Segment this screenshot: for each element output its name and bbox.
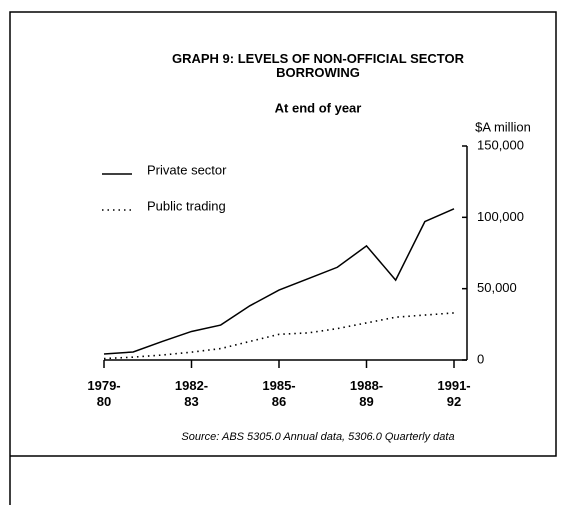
- y-tick-label: 50,000: [477, 280, 517, 295]
- legend-label: Public trading: [147, 198, 226, 213]
- source: Source: ABS 5305.0 Annual data, 5306.0 Q…: [181, 431, 454, 443]
- chart-subtitle: At end of year: [275, 100, 362, 115]
- y-tick-label: 100,000: [477, 209, 524, 224]
- x-tick-label: 1985-86: [262, 378, 296, 409]
- x-tick-label: 1982-83: [174, 378, 209, 409]
- series-line: [103, 208, 455, 355]
- x-tick-label: 1979-80: [87, 378, 121, 409]
- y-tick-label: 150,000: [477, 137, 524, 152]
- y-tick-label: 0: [477, 351, 484, 366]
- y-axis-label: $A million: [475, 119, 531, 134]
- chart-title: GRAPH 9: LEVELS OF NON-OFFICIAL SECTOR B…: [171, 51, 465, 80]
- series-line: [103, 312, 455, 360]
- x-tick-label: 1988-89: [349, 378, 384, 409]
- legend-label: Private sector: [147, 162, 227, 177]
- frame: [9, 11, 557, 505]
- x-tick-label: 1991-92: [437, 378, 471, 409]
